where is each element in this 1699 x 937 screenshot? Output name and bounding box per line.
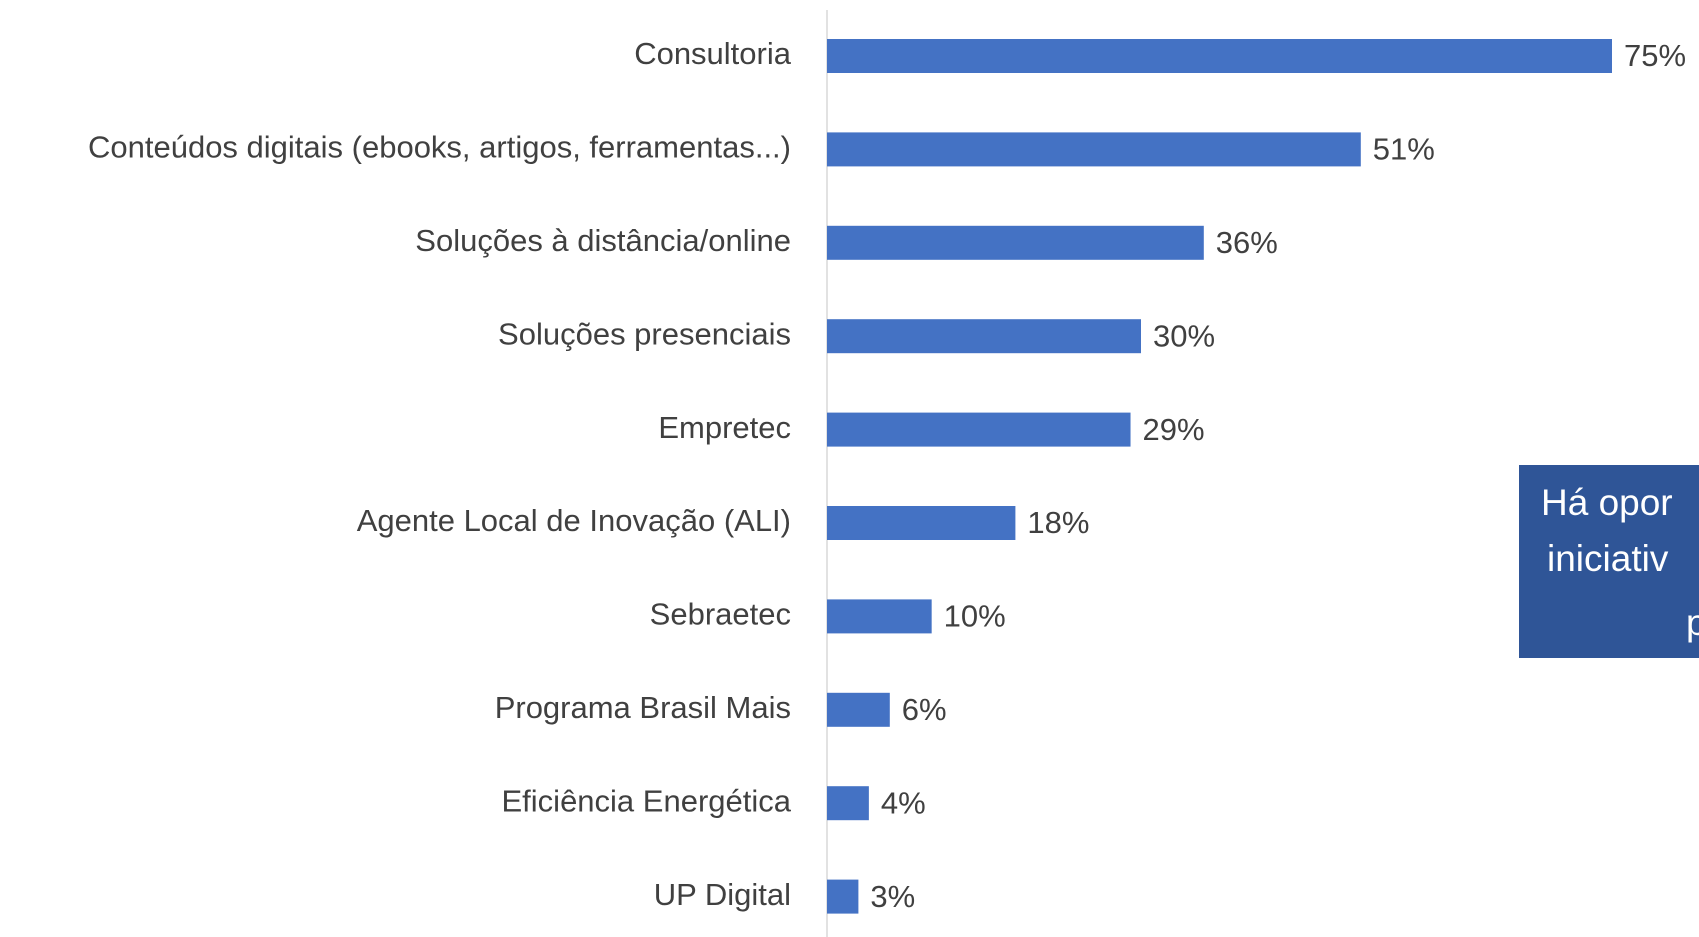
bar bbox=[827, 132, 1361, 167]
value-label: 30% bbox=[1153, 318, 1215, 353]
value-label: 29% bbox=[1143, 412, 1205, 447]
bar bbox=[827, 412, 1131, 447]
bar bbox=[827, 786, 869, 821]
bar bbox=[827, 319, 1141, 354]
category-label: Conteúdos digitais (ebooks, artigos, fer… bbox=[88, 130, 791, 165]
category-label: Consultoria bbox=[634, 36, 792, 71]
value-label: 3% bbox=[870, 879, 915, 914]
annotation-text: iniciativ bbox=[1547, 538, 1669, 579]
category-label: Empretec bbox=[658, 410, 791, 445]
category-label: Programa Brasil Mais bbox=[495, 690, 791, 725]
value-label: 4% bbox=[881, 785, 926, 820]
value-label: 18% bbox=[1027, 505, 1089, 540]
bar bbox=[827, 506, 1016, 540]
category-label: UP Digital bbox=[654, 877, 791, 912]
value-label: 6% bbox=[902, 692, 947, 727]
value-label: 10% bbox=[944, 599, 1006, 634]
value-label: 36% bbox=[1216, 225, 1278, 260]
category-label: Agente Local de Inovação (ALI) bbox=[357, 503, 791, 538]
bar bbox=[827, 879, 859, 914]
category-label: Sebraetec bbox=[650, 597, 791, 632]
bar bbox=[827, 39, 1612, 73]
value-label: 51% bbox=[1373, 132, 1435, 167]
category-label: Soluções à distância/online bbox=[415, 223, 791, 258]
bar bbox=[827, 225, 1204, 260]
value-label: 75% bbox=[1624, 38, 1686, 73]
annotation-box bbox=[1519, 465, 1699, 658]
bar bbox=[827, 692, 890, 727]
category-label: Eficiência Energética bbox=[502, 783, 792, 818]
bar bbox=[827, 599, 932, 634]
category-label: Soluções presenciais bbox=[498, 316, 791, 351]
annotation-text: Há opor bbox=[1541, 482, 1673, 523]
annotation-text: p bbox=[1686, 602, 1699, 643]
